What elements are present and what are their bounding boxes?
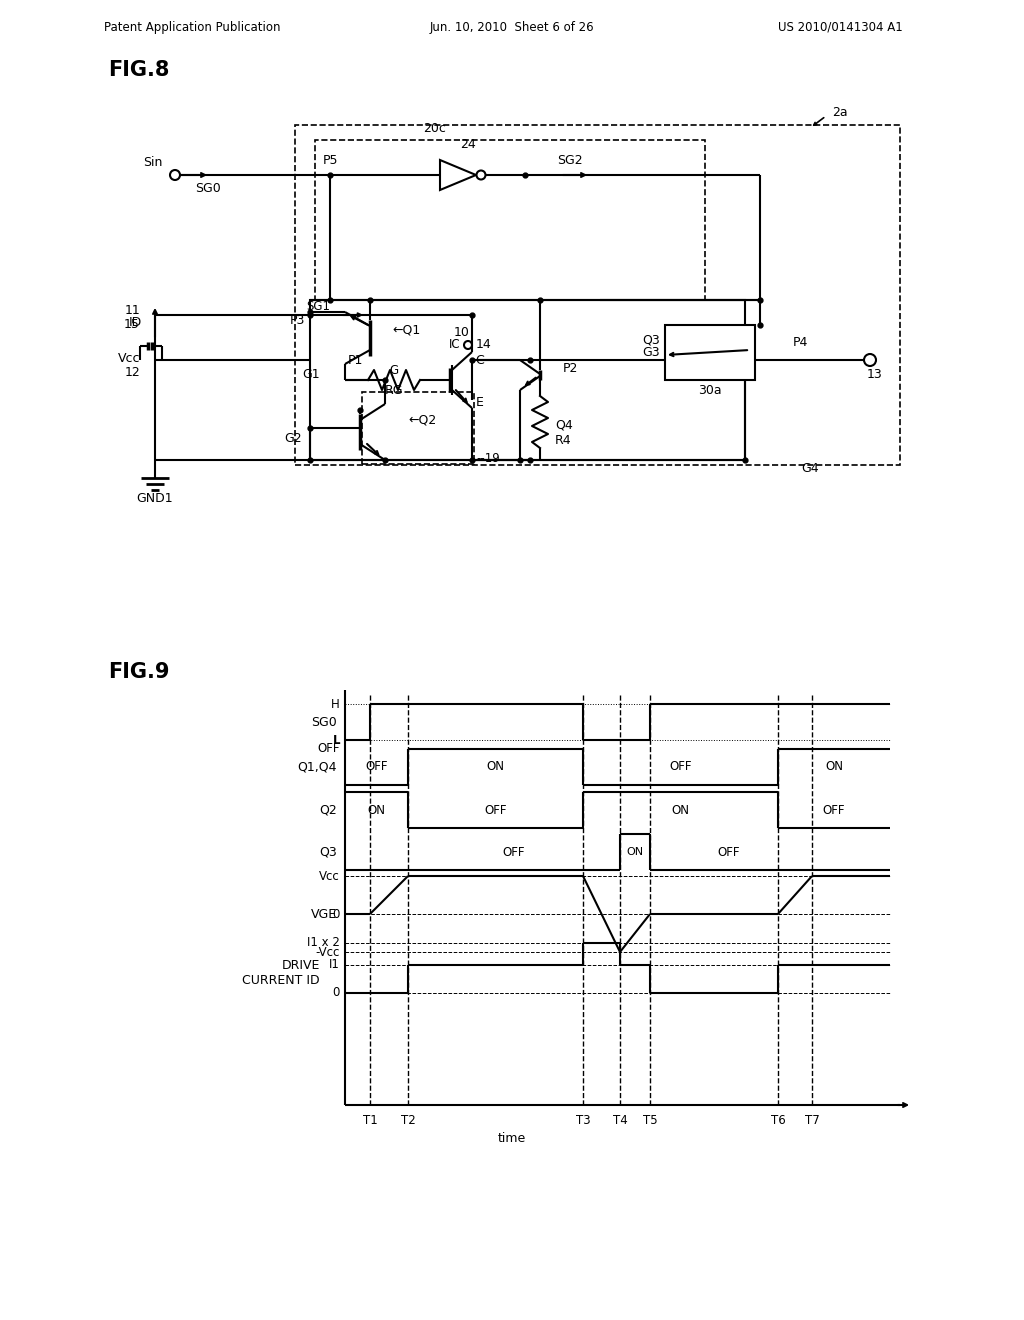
Text: T3: T3 <box>575 1114 590 1126</box>
Text: C: C <box>475 354 484 367</box>
Text: 11: 11 <box>124 304 140 317</box>
Text: ID: ID <box>129 315 142 329</box>
Text: time: time <box>498 1131 526 1144</box>
Text: ON: ON <box>486 760 505 774</box>
Text: T2: T2 <box>400 1114 416 1126</box>
Text: 30a: 30a <box>698 384 722 396</box>
Text: OFF: OFF <box>503 846 525 858</box>
Text: 10: 10 <box>454 326 470 338</box>
Text: I1 x 2: I1 x 2 <box>307 936 340 949</box>
Text: SG0: SG0 <box>195 181 221 194</box>
Text: 14: 14 <box>476 338 492 351</box>
Text: Patent Application Publication: Patent Application Publication <box>103 21 281 33</box>
Text: Q2: Q2 <box>319 804 337 817</box>
Text: T5: T5 <box>643 1114 657 1126</box>
Text: IC: IC <box>449 338 460 351</box>
Text: Vcc: Vcc <box>118 351 140 364</box>
Bar <box>665 325 755 380</box>
Text: FIG.9: FIG.9 <box>108 663 170 682</box>
Text: Vcc: Vcc <box>319 870 340 883</box>
Text: -Vcc: -Vcc <box>315 945 340 958</box>
Text: SG1: SG1 <box>306 300 330 313</box>
Text: T1: T1 <box>362 1114 378 1126</box>
Text: OFF: OFF <box>366 760 388 774</box>
Text: P2: P2 <box>562 362 578 375</box>
Bar <box>362 392 474 465</box>
Text: 2a: 2a <box>831 106 848 119</box>
Text: P4: P4 <box>793 335 808 348</box>
Text: ON: ON <box>368 804 385 817</box>
Text: Q3: Q3 <box>319 846 337 858</box>
Text: OFF: OFF <box>317 742 340 755</box>
Bar <box>315 140 705 300</box>
Text: T6: T6 <box>771 1114 785 1126</box>
Text: ←Q2: ←Q2 <box>408 413 436 426</box>
Text: Jun. 10, 2010  Sheet 6 of 26: Jun. 10, 2010 Sheet 6 of 26 <box>430 21 594 33</box>
Text: G: G <box>389 363 398 376</box>
Text: Q3: Q3 <box>642 334 660 346</box>
Text: OFF: OFF <box>670 760 692 774</box>
Bar <box>295 125 900 465</box>
Text: 12: 12 <box>124 366 140 379</box>
Text: T7: T7 <box>805 1114 819 1126</box>
Text: OFF: OFF <box>718 846 740 858</box>
Text: ON: ON <box>627 847 643 857</box>
Text: RG: RG <box>385 384 403 396</box>
Text: P5: P5 <box>323 153 338 166</box>
Text: FIG.8: FIG.8 <box>108 59 169 81</box>
Text: ←Q1: ←Q1 <box>392 323 420 337</box>
Text: 20c: 20c <box>424 121 446 135</box>
Text: Sin: Sin <box>142 156 162 169</box>
Text: R4: R4 <box>555 433 571 446</box>
Text: 15: 15 <box>124 318 140 331</box>
Bar <box>310 300 745 459</box>
Text: SG2: SG2 <box>557 153 583 166</box>
Text: T4: T4 <box>612 1114 628 1126</box>
Text: L: L <box>333 734 340 747</box>
Text: G3: G3 <box>642 346 660 359</box>
Text: G1: G1 <box>302 368 319 381</box>
Text: GND1: GND1 <box>136 491 173 504</box>
Text: VGE: VGE <box>311 908 337 920</box>
Text: SG0: SG0 <box>311 715 337 729</box>
Text: ON: ON <box>825 760 843 774</box>
Text: Q4: Q4 <box>555 418 572 432</box>
Text: DRIVE
CURRENT ID: DRIVE CURRENT ID <box>243 960 319 987</box>
Text: P1: P1 <box>347 354 362 367</box>
Text: OFF: OFF <box>484 804 507 817</box>
Text: H: H <box>331 697 340 710</box>
Text: --19: --19 <box>476 451 500 465</box>
Text: US 2010/0141304 A1: US 2010/0141304 A1 <box>777 21 902 33</box>
Text: 0: 0 <box>333 908 340 920</box>
Text: G2: G2 <box>285 432 302 445</box>
Text: 13: 13 <box>867 368 883 381</box>
Text: G4: G4 <box>801 462 819 474</box>
Text: 24: 24 <box>460 139 476 152</box>
Text: P3: P3 <box>290 314 305 326</box>
Text: 0: 0 <box>333 986 340 999</box>
Text: OFF: OFF <box>822 804 845 817</box>
Text: Q1,Q4: Q1,Q4 <box>298 760 337 774</box>
Text: E: E <box>476 396 484 408</box>
Text: I1: I1 <box>329 958 340 972</box>
Text: ON: ON <box>672 804 689 817</box>
